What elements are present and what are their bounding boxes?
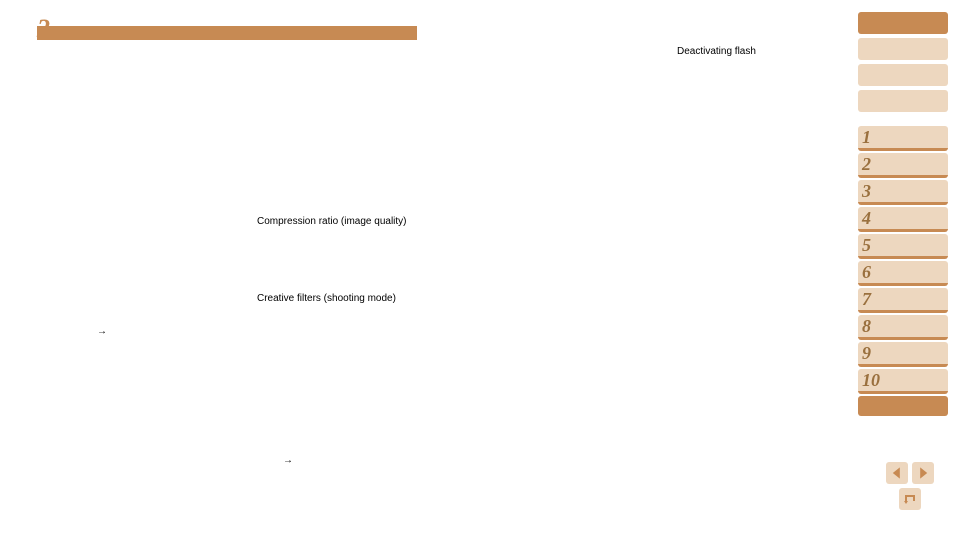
nav-chapter-label: 7 xyxy=(862,289,871,309)
nav-chapter-3[interactable]: 3 xyxy=(858,180,948,205)
nav-chapter-9[interactable]: 9 xyxy=(858,342,948,367)
nav-chapter-label: 4 xyxy=(862,208,871,228)
index-entry: → xyxy=(97,326,237,339)
index-entry: Deactivating flash xyxy=(677,46,877,59)
nav-tab[interactable] xyxy=(858,38,948,60)
prev-page-button[interactable] xyxy=(886,462,908,484)
index-entry: → xyxy=(283,455,457,468)
nav-chapter-label: 6 xyxy=(862,262,871,282)
nav-chapter-1[interactable]: 1 xyxy=(858,126,948,151)
nav-tab[interactable] xyxy=(858,64,948,86)
index-column-1: → xyxy=(37,46,237,341)
nav-chapter-8[interactable]: 8 xyxy=(858,315,948,340)
nav-chapter-10[interactable]: 10 xyxy=(858,369,948,394)
nav-chapter-label: 9 xyxy=(862,343,871,363)
nav-chapter-5[interactable]: 5 xyxy=(858,234,948,259)
triangle-right-icon xyxy=(916,466,930,480)
nav-chapter-7[interactable]: 7 xyxy=(858,288,948,313)
nav-chapter-label: 3 xyxy=(862,181,871,201)
nav-chapter-label: 8 xyxy=(862,316,871,336)
index-column-2: Compression ratio (image quality) Creati… xyxy=(257,46,457,470)
nav-chapter-4[interactable]: 4 xyxy=(858,207,948,232)
nav-tab[interactable] xyxy=(858,90,948,112)
index-entry: Compression ratio (image quality) xyxy=(257,216,457,229)
nav-chapter-2[interactable]: 2 xyxy=(858,153,948,178)
section-title-bar xyxy=(37,26,417,40)
nav-chapter-label: 5 xyxy=(862,235,871,255)
page-nav-buttons xyxy=(886,462,934,510)
side-nav: 1 2 3 4 5 6 7 8 9 10 xyxy=(858,12,948,420)
return-button[interactable] xyxy=(899,488,921,510)
nav-chapter-label: 2 xyxy=(862,154,871,174)
index-entry: Creative filters (shooting mode) xyxy=(257,293,457,306)
nav-tab-top[interactable] xyxy=(858,12,948,34)
nav-tab-bottom[interactable] xyxy=(858,396,948,416)
nav-chapter-label: 10 xyxy=(862,370,880,390)
index-column-4: Deactivating flash xyxy=(677,46,877,61)
next-page-button[interactable] xyxy=(912,462,934,484)
return-icon xyxy=(903,492,917,506)
nav-chapter-6[interactable]: 6 xyxy=(858,261,948,286)
triangle-left-icon xyxy=(890,466,904,480)
nav-chapter-label: 1 xyxy=(862,127,871,147)
